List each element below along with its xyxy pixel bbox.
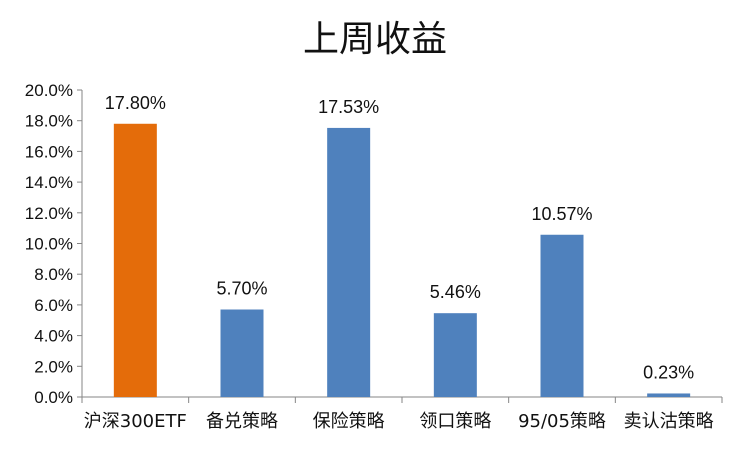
x-category-label: 95/05策略 [518, 411, 606, 432]
y-tick-label: 6.0% [34, 296, 73, 315]
bar [540, 234, 584, 397]
y-tick-label: 20.0% [25, 81, 73, 100]
data-label: 17.53% [318, 97, 379, 117]
x-category-label: 卖认沽策略 [624, 411, 714, 432]
data-label: 10.57% [531, 204, 592, 224]
y-tick-label: 12.0% [25, 204, 73, 223]
y-tick-label: 4.0% [34, 327, 73, 346]
y-tick-label: 8.0% [34, 265, 73, 284]
bar [647, 393, 691, 397]
y-tick-label: 18.0% [25, 112, 73, 131]
x-category-label: 沪深300ETF [84, 411, 187, 432]
data-label: 0.23% [643, 362, 694, 382]
y-tick-label: 16.0% [25, 142, 73, 161]
bar [113, 123, 157, 398]
bar [433, 313, 477, 397]
data-label: 5.46% [430, 282, 481, 302]
x-category-label: 领口策略 [419, 411, 491, 432]
bar [220, 309, 264, 397]
y-tick-label: 14.0% [25, 173, 73, 192]
y-tick-label: 0.0% [34, 388, 73, 407]
y-tick-label: 10.0% [25, 235, 73, 254]
chart-title: 上周收益 [302, 19, 447, 60]
y-tick-label: 2.0% [34, 357, 73, 376]
bar [327, 127, 371, 398]
x-category-label: 保险策略 [313, 411, 385, 432]
x-category-label: 备兑策略 [206, 411, 278, 432]
data-label: 17.80% [105, 93, 166, 113]
data-label: 5.70% [216, 279, 267, 299]
